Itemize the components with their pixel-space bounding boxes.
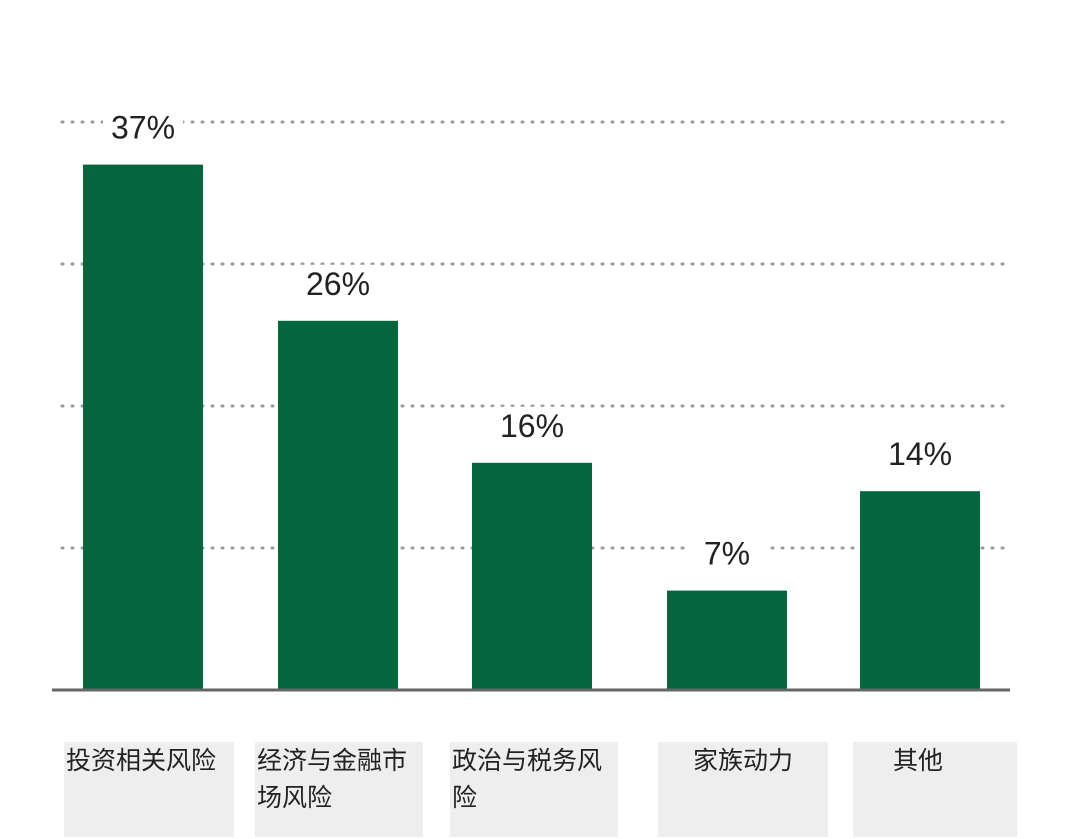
- value-label-bg-1: [298, 264, 378, 305]
- bar-2: [472, 462, 592, 690]
- category-label-3: 家族动力: [692, 746, 793, 775]
- value-label-3: 7%: [704, 536, 750, 572]
- value-label-0: 37%: [111, 110, 175, 146]
- value-label-1: 26%: [306, 266, 370, 302]
- bar-0: [83, 164, 203, 691]
- bar-3: [667, 590, 787, 690]
- bar-1: [278, 320, 398, 690]
- value-label-bg-3: [687, 534, 767, 575]
- category-label-1: 经济与金融市场风险: [257, 746, 408, 812]
- category-box-3: 家族动力: [658, 742, 828, 837]
- category-label-2: 政治与税务风险: [452, 746, 603, 812]
- value-label-4: 14%: [888, 436, 952, 472]
- value-label-bg-2: [492, 406, 572, 447]
- category-box-2: 政治与税务风险: [450, 742, 618, 837]
- category-label-4: 其他: [893, 746, 944, 775]
- bar-4: [860, 491, 980, 690]
- value-label-bg-0: [103, 108, 183, 149]
- category-box-4: 其他: [853, 742, 1017, 837]
- category-box-0: 投资相关风险: [64, 742, 234, 837]
- value-label-bg-4: [880, 435, 960, 476]
- value-label-2: 16%: [500, 408, 564, 444]
- category-box-1: 经济与金融市场风险: [255, 742, 423, 837]
- category-label-0: 投资相关风险: [66, 746, 217, 775]
